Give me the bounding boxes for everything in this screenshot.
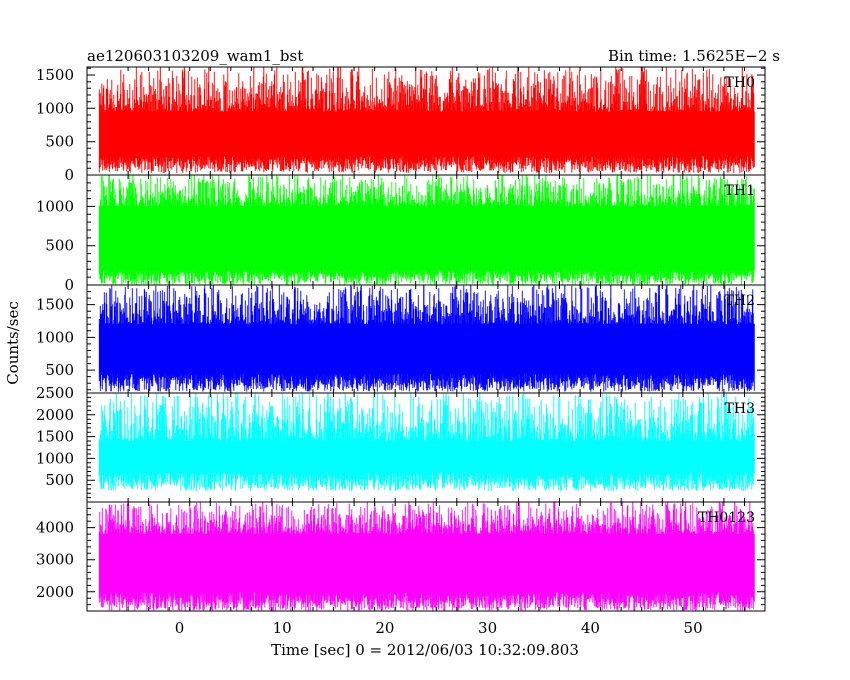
series-spikes-th3 xyxy=(115,393,709,441)
panel-frame xyxy=(86,501,766,612)
y-tick-label: 1500 xyxy=(36,66,74,84)
bin-time-label: Bin time: 1.5625E−2 s xyxy=(608,47,780,65)
x-tick-label: 40 xyxy=(581,619,600,637)
series-spikes-th0123 xyxy=(127,502,736,535)
panel-label-th0123: TH0123 xyxy=(698,510,755,526)
y-tick-label: 0 xyxy=(64,276,74,294)
panel-th3: 500 1000 1500 2000 2500 TH3 xyxy=(36,384,766,503)
y-tick-label: 500 xyxy=(45,471,74,489)
series-spikes-th0 xyxy=(159,67,743,112)
x-tick-label: 50 xyxy=(684,619,703,637)
y-tick-label: 3000 xyxy=(36,551,74,569)
y-tick-label: 1000 xyxy=(36,197,74,215)
y-tick-label: 1000 xyxy=(36,449,74,467)
panel-th0: 0 500 1000 1500 TH0 xyxy=(36,66,766,184)
panel-th1: 0 500 1000 TH1 xyxy=(36,174,766,294)
panel-ticks xyxy=(87,284,765,393)
y-tick-label: 500 xyxy=(45,237,74,255)
y-tick-label: 2500 xyxy=(36,384,74,402)
panel-th2: 500 1000 1500 TH2 xyxy=(36,284,766,394)
panel-label-th0: TH0 xyxy=(725,75,755,91)
y-tick-label: 2000 xyxy=(36,583,74,601)
series-th0123 xyxy=(98,502,755,611)
x-tick-label: 10 xyxy=(273,619,292,637)
y-tick-label: 1500 xyxy=(36,296,74,314)
y-tick-label: 500 xyxy=(45,133,74,151)
x-tick-label: 0 xyxy=(175,619,185,637)
x-tick-label: 30 xyxy=(478,619,497,637)
y-tick-label: 2000 xyxy=(36,406,74,424)
panel-label-th1: TH1 xyxy=(725,183,755,199)
x-tick-label: 20 xyxy=(375,619,394,637)
x-axis-title: Time [sec] 0 = 2012/06/03 10:32:09.803 xyxy=(271,641,579,659)
y-tick-label: 1500 xyxy=(36,428,74,446)
panel-ticks xyxy=(87,501,765,612)
y-tick-label: 1000 xyxy=(36,328,74,346)
series-th2 xyxy=(98,285,755,392)
panel-label-th2: TH2 xyxy=(725,293,755,309)
series-spikes-th1 xyxy=(108,175,699,207)
series-th3 xyxy=(98,393,755,492)
y-tick-label: 0 xyxy=(64,166,74,184)
chart-title: ae120603103209_wam1_bst xyxy=(87,47,303,65)
series-th0 xyxy=(98,67,755,173)
y-axis-title: Counts/sec xyxy=(4,301,22,385)
series-th1 xyxy=(98,175,755,285)
panel-label-th3: TH3 xyxy=(725,401,755,417)
panel-th0123: 2000 3000 4000 TH0123 xyxy=(36,501,766,612)
y-tick-label: 1000 xyxy=(36,99,74,117)
y-tick-label: 500 xyxy=(45,361,74,379)
series-spikes-th2 xyxy=(168,285,712,325)
y-tick-label: 4000 xyxy=(36,519,74,537)
